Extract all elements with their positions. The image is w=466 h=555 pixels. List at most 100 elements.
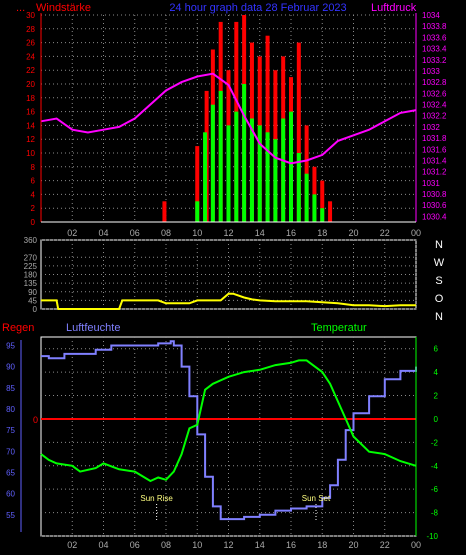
direction-y-tick-225: 225 xyxy=(24,262,38,271)
pressure-y-tick-1033.8: 1033.8 xyxy=(422,22,447,31)
wind-y-tick-0: 0 xyxy=(31,218,36,227)
pressure-y-tick-1030.4: 1030.4 xyxy=(422,212,447,221)
sunset-label: Sun Set xyxy=(302,494,331,503)
gust-bar-0 xyxy=(162,201,167,222)
pressure-y-tick-1032.8: 1032.8 xyxy=(422,78,447,87)
direction-y-tick-0: 0 xyxy=(33,305,38,314)
wind-bar-7 xyxy=(249,118,254,222)
rain-zero-label: 0 xyxy=(33,415,38,425)
pressure-series xyxy=(40,72,417,165)
gust-bar-10 xyxy=(265,35,270,223)
humidity-temperature-panel: Regen Luftfeuchte Temperatur 0 Sun Rise S… xyxy=(2,322,439,550)
humidity-y-tick-60: 60 xyxy=(6,490,15,499)
direction-y-tick-90: 90 xyxy=(28,288,37,297)
wind-y-tick-26: 26 xyxy=(26,39,35,48)
wind-bar-6 xyxy=(242,84,247,222)
pressure-y-tick-1031.2: 1031.2 xyxy=(422,168,447,177)
compass-label-3: O xyxy=(435,293,444,305)
temperature-y-tick--4: -4 xyxy=(431,462,439,471)
wind-y-tick-6: 6 xyxy=(31,177,36,186)
temperature-y-tick-0: 0 xyxy=(434,415,439,424)
wind-bar-15 xyxy=(312,194,317,222)
humidity-y-tick-75: 75 xyxy=(6,426,15,435)
wind-bar-10 xyxy=(273,139,278,222)
wind-bar-16 xyxy=(320,208,325,222)
humidity-y-tick-70: 70 xyxy=(6,447,15,456)
temperature-y-tick--6: -6 xyxy=(431,485,439,494)
direction-y-tick-180: 180 xyxy=(24,271,38,280)
wind-x-tick-06: 06 xyxy=(130,228,140,238)
compass-label-4: N xyxy=(435,311,443,323)
pressure-y-tick-1032.6: 1032.6 xyxy=(422,89,447,98)
wind-x-tick-10: 10 xyxy=(192,228,202,238)
wind-bars xyxy=(162,15,333,223)
direction-y-tick-270: 270 xyxy=(24,253,38,262)
humidity-y-tick-80: 80 xyxy=(6,405,15,414)
wind-bar-0 xyxy=(195,201,200,222)
wind-y-tick-16: 16 xyxy=(26,108,35,117)
direction-y-tick-135: 135 xyxy=(24,279,38,288)
wind-x-tick-22: 22 xyxy=(380,228,390,238)
humidity-x-tick-02: 02 xyxy=(67,540,77,550)
pressure-y-tick-1033.6: 1033.6 xyxy=(422,33,447,42)
rain-axis-label: Regen xyxy=(2,322,34,334)
wind-bar-11 xyxy=(281,118,286,222)
temperature-series xyxy=(40,359,417,483)
sun-markers: Sun Rise Sun Set xyxy=(140,494,331,522)
gust-bar-18 xyxy=(328,201,333,222)
pressure-y-tick-1032.2: 1032.2 xyxy=(422,112,447,121)
wind-bar-3 xyxy=(218,90,223,223)
wind-bar-13 xyxy=(296,153,301,222)
wind-bar-1 xyxy=(203,132,208,222)
compass-label-1: W xyxy=(434,257,445,269)
humidity-x-tick-22: 22 xyxy=(380,540,390,550)
compass-label-2: S xyxy=(435,275,442,287)
wind-bar-8 xyxy=(257,125,262,222)
gust-bar-1 xyxy=(195,146,200,222)
pressure-y-tick-1033.4: 1033.4 xyxy=(422,45,447,54)
temperature-y-tick--8: -8 xyxy=(431,509,439,518)
wind-bar-5 xyxy=(234,111,239,222)
wind-y-tick-22: 22 xyxy=(26,66,35,75)
pressure-y-tick-1030.8: 1030.8 xyxy=(422,190,447,199)
direction-grid xyxy=(41,239,417,310)
wind-y-tick-20: 20 xyxy=(26,80,35,89)
wind-bar-14 xyxy=(304,173,309,222)
humidity-x-ticks: 02 04 06 08 10 12 14 16 18 20 22 00 xyxy=(67,540,421,550)
humidity-x-tick-20: 20 xyxy=(348,540,358,550)
pressure-y-tick-1030.6: 1030.6 xyxy=(422,201,447,210)
direction-y-tick-45: 45 xyxy=(28,296,37,305)
wind-bar-12 xyxy=(289,111,293,222)
humidity-x-tick-10: 10 xyxy=(192,540,202,550)
temperature-y-tick-4: 4 xyxy=(434,368,439,377)
temperature-y-tick-6: 6 xyxy=(434,345,439,354)
pressure-y-tick-1034: 1034 xyxy=(422,11,440,20)
humidity-x-tick-04: 04 xyxy=(98,540,108,550)
gust-bar-14 xyxy=(296,42,301,222)
humidity-x-tick-06: 06 xyxy=(130,540,140,550)
wind-y-tick-18: 18 xyxy=(26,94,35,103)
humidity-y-tick-90: 90 xyxy=(6,363,15,372)
wind-y-tick-14: 14 xyxy=(26,121,35,130)
temperature-y-ticks: -10 -8 -6 -4 -2 0 2 4 6 xyxy=(426,345,438,541)
humidity-axis-label: Luftfeuchte xyxy=(66,322,120,334)
pressure-y-tick-1033.2: 1033.2 xyxy=(422,56,447,65)
humidity-x-tick-08: 08 xyxy=(161,540,171,550)
humidity-y-tick-95: 95 xyxy=(6,341,15,350)
pressure-y-tick-1032.4: 1032.4 xyxy=(422,101,447,110)
humidity-y-tick-65: 65 xyxy=(6,468,15,477)
pressure-y-tick-1032: 1032 xyxy=(422,123,440,132)
humidity-y-tick-85: 85 xyxy=(6,384,15,393)
wind-y-tick-4: 4 xyxy=(31,190,36,199)
direction-y-tick-360: 360 xyxy=(24,236,38,245)
direction-line xyxy=(41,292,416,310)
pressure-y-tick-1031: 1031 xyxy=(422,179,440,188)
wind-bar-9 xyxy=(265,132,270,222)
pressure-y-tick-1033: 1033 xyxy=(422,67,440,76)
temperature-y-tick--10: -10 xyxy=(426,532,438,541)
wind-x-tick-08: 08 xyxy=(161,228,171,238)
humidity-y-ticks: 55 60 65 70 75 80 85 90 95 xyxy=(6,341,15,519)
